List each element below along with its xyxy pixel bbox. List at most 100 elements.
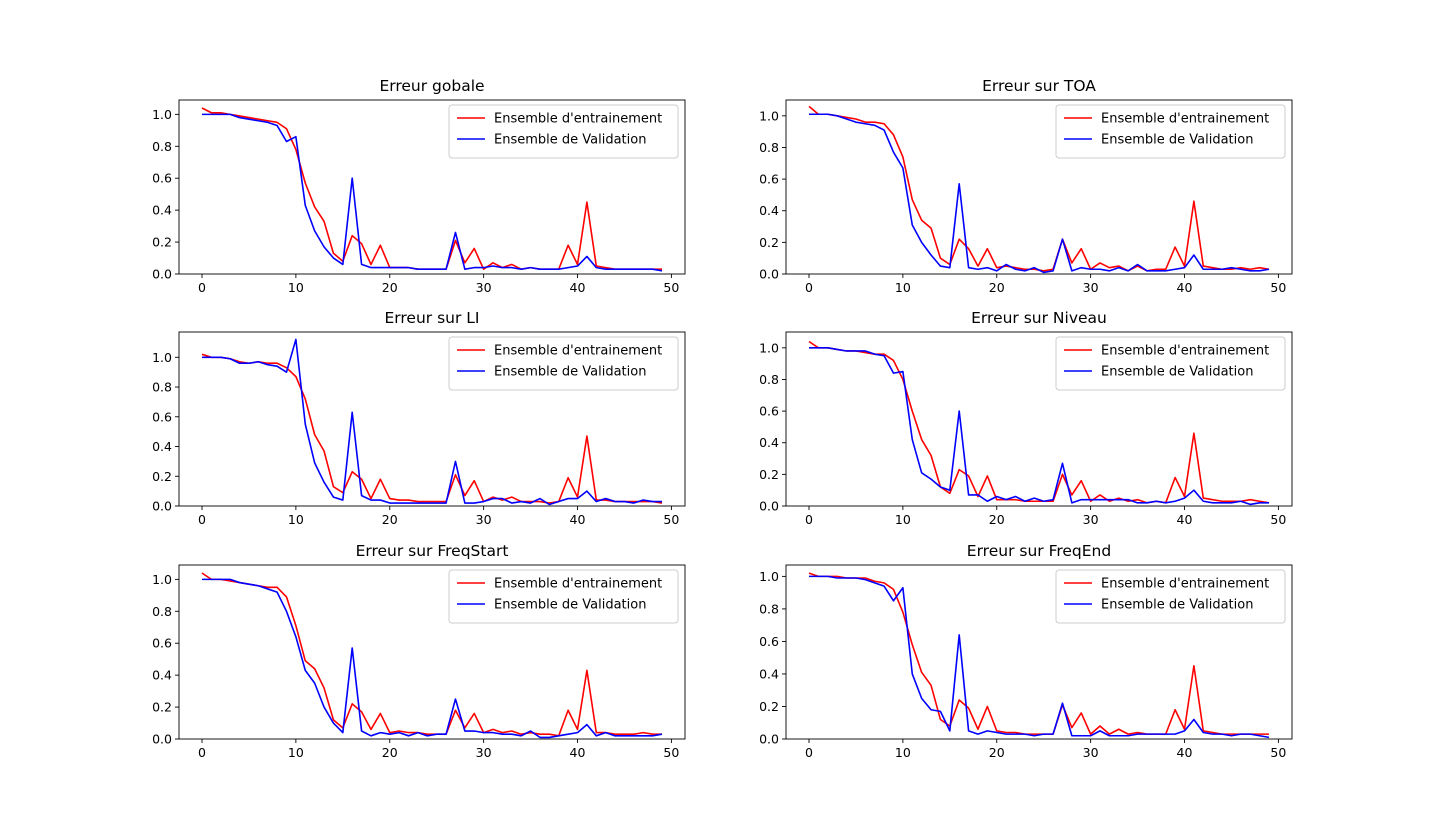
chart-5-axes-frame: [785, 564, 1293, 740]
chart-4-title: Erreur sur FreqStart: [356, 542, 509, 560]
chart-1-xtick-label-3: 30: [1083, 280, 1099, 295]
chart-3-legend-box: [1055, 336, 1286, 391]
chart-1-ytick-label-5: 1.0: [759, 108, 779, 123]
chart-1-legend-label-0: Ensemble d'entrainement: [1101, 112, 1269, 127]
chart-1-xtick-label-1: 10: [895, 280, 911, 295]
chart-0-axes-frame: [178, 99, 686, 275]
chart-4-xtick-label-3: 30: [476, 745, 492, 760]
chart-3-xtick-label-1: 10: [895, 512, 911, 527]
chart-2-ytick-label-5: 1.0: [152, 350, 172, 365]
chart-0-legend-box: [448, 104, 679, 159]
chart-0-series-1-line: [202, 113, 663, 272]
chart-5-series-1-line: [809, 575, 1270, 739]
chart-1-ytick-label-1: 0.2: [759, 235, 779, 250]
chart-0-ytick-label-3: 0.6: [152, 171, 172, 186]
chart-5-legend-box: [1055, 569, 1286, 624]
chart-2-legend-box: [448, 336, 679, 391]
chart-3-ytick-label-1: 0.2: [759, 467, 779, 482]
chart-5-ytick-label-5: 1.0: [759, 569, 779, 584]
chart-0-xtick-label-2: 20: [382, 280, 398, 295]
chart-2-series-1-line: [202, 338, 662, 506]
chart-2-xtick-label-0: 0: [198, 512, 206, 527]
chart-5-xtick-label-2: 20: [989, 745, 1005, 760]
chart-5-legend-label-1: Ensemble de Validation: [1101, 598, 1253, 613]
chart-2-title: Erreur sur LI: [385, 309, 480, 327]
chart-5-ytick-label-3: 0.6: [759, 634, 779, 649]
chart-1-ytick-label-0: 0.0: [759, 267, 779, 282]
chart-5-ytick-label-4: 0.8: [759, 601, 779, 616]
chart-1-axes-frame: [785, 99, 1293, 275]
chart-5-ytick-label-1: 0.2: [759, 699, 779, 714]
chart-5: Erreur sur FreqEnd 0 10 20 30 40 50 0.0 0.2 0.4 0.…: [759, 542, 1293, 760]
chart-2-axes-frame: [178, 331, 686, 507]
chart-3-ytick-label-0: 0.0: [759, 499, 779, 514]
chart-4-series-1-line: [202, 578, 663, 739]
chart-4-ytick-label-3: 0.6: [152, 636, 172, 651]
chart-0-xtick-label-4: 40: [570, 280, 586, 295]
chart-3-ytick-label-5: 1.0: [759, 340, 779, 355]
chart-3-ytick-label-2: 0.4: [759, 435, 779, 450]
chart-1-legend: Ensemble d'entrainement Ensemble de Valid…: [1055, 104, 1286, 159]
chart-4-legend: Ensemble d'entrainement Ensemble de Valid…: [448, 569, 679, 624]
chart-4-ytick-label-0: 0.0: [152, 732, 172, 747]
chart-2: Erreur sur LI 0 10 20 30 40 50 0.0 0.2 0.4 0.6 0.8 1…: [152, 309, 686, 527]
chart-2-ytick-label-2: 0.4: [152, 439, 172, 454]
chart-5-legend-label-0: Ensemble d'entrainement: [1101, 577, 1269, 592]
chart-0-xtick-label-0: 0: [198, 280, 206, 295]
chart-0-ytick-label-1: 0.2: [152, 235, 172, 250]
chart-1-xtick-label-0: 0: [805, 280, 813, 295]
chart-4-xtick-label-0: 0: [198, 745, 206, 760]
chart-1-ytick-label-3: 0.6: [759, 172, 779, 187]
chart-1-ytick-label-2: 0.4: [759, 203, 779, 218]
chart-5-xtick-label-4: 40: [1177, 745, 1193, 760]
chart-1: Erreur sur TOA 0 10 20 30 40 50 0.0 0.2 0.4 0.6 0.8…: [759, 77, 1293, 295]
chart-4-ytick-label-1: 0.2: [152, 700, 172, 715]
chart-4-xtick-label-1: 10: [288, 745, 304, 760]
chart-0-xtick-label-1: 10: [288, 280, 304, 295]
chart-0-ytick-label-5: 1.0: [152, 107, 172, 122]
chart-3-legend-label-0: Ensemble d'entrainement: [1101, 344, 1269, 359]
chart-2-ytick-label-3: 0.6: [152, 409, 172, 424]
chart-3-xtick-label-4: 40: [1177, 512, 1193, 527]
chart-2-ytick-label-4: 0.8: [152, 380, 172, 395]
chart-2-xtick-label-2: 20: [382, 512, 398, 527]
chart-0-xtick-label-3: 30: [476, 280, 492, 295]
chart-4: Erreur sur FreqStart 0 10 20 30 40 50 0.0 0.2 0.4…: [152, 542, 686, 760]
chart-4-xtick-label-2: 20: [382, 745, 398, 760]
chart-0-legend: Ensemble d'entrainement Ensemble de Valid…: [448, 104, 679, 159]
chart-5-xtick-label-5: 50: [1270, 745, 1286, 760]
chart-0-xtick-label-5: 50: [663, 280, 679, 295]
chart-2-ytick-label-0: 0.0: [152, 499, 172, 514]
chart-3-title: Erreur sur Niveau: [971, 309, 1107, 327]
chart-1-xtick-label-5: 50: [1270, 280, 1286, 295]
chart-0-title: Erreur gobale: [379, 77, 484, 95]
chart-3-ytick-label-3: 0.6: [759, 404, 779, 419]
chart-4-xtick-label-5: 50: [663, 745, 679, 760]
chart-1-title: Erreur sur TOA: [982, 77, 1096, 95]
chart-3: Erreur sur Niveau 0 10 20 30 40 50 0.0 0.2 0.4 0.6…: [759, 309, 1293, 527]
chart-2-legend: Ensemble d'entrainement Ensemble de Valid…: [448, 336, 679, 391]
chart-5-xtick-label-0: 0: [805, 745, 813, 760]
chart-5-ytick-label-0: 0.0: [759, 732, 779, 747]
chart-3-legend: Ensemble d'entrainement Ensemble de Valid…: [1055, 336, 1286, 391]
chart-3-legend-label-1: Ensemble de Validation: [1101, 365, 1253, 380]
chart-1-ytick-label-4: 0.8: [759, 140, 779, 155]
chart-0-ytick-label-2: 0.4: [152, 203, 172, 218]
chart-2-xtick-label-4: 40: [570, 512, 586, 527]
chart-0: Erreur gobale 0 10 20 30 40 50 0.0 0.2 0.4 0.6 0.8 1…: [152, 77, 686, 295]
chart-5-legend: Ensemble d'entrainement Ensemble de Valid…: [1055, 569, 1286, 624]
chart-4-legend-box: [448, 569, 679, 624]
chart-1-xtick-label-2: 20: [989, 280, 1005, 295]
chart-2-xtick-label-5: 50: [663, 512, 679, 527]
chart-2-legend-label-1: Ensemble de Validation: [494, 365, 646, 380]
chart-3-axes-frame: [785, 331, 1293, 507]
chart-4-ytick-label-2: 0.4: [152, 668, 172, 683]
chart-3-series-1-line: [809, 347, 1269, 506]
chart-4-xtick-label-4: 40: [570, 745, 586, 760]
chart-4-legend-label-1: Ensemble de Validation: [494, 598, 646, 613]
chart-4-ytick-label-5: 1.0: [152, 572, 172, 587]
chart-5-ytick-label-2: 0.4: [759, 666, 779, 681]
chart-4-ytick-label-4: 0.8: [152, 604, 172, 619]
chart-3-xtick-label-5: 50: [1270, 512, 1286, 527]
